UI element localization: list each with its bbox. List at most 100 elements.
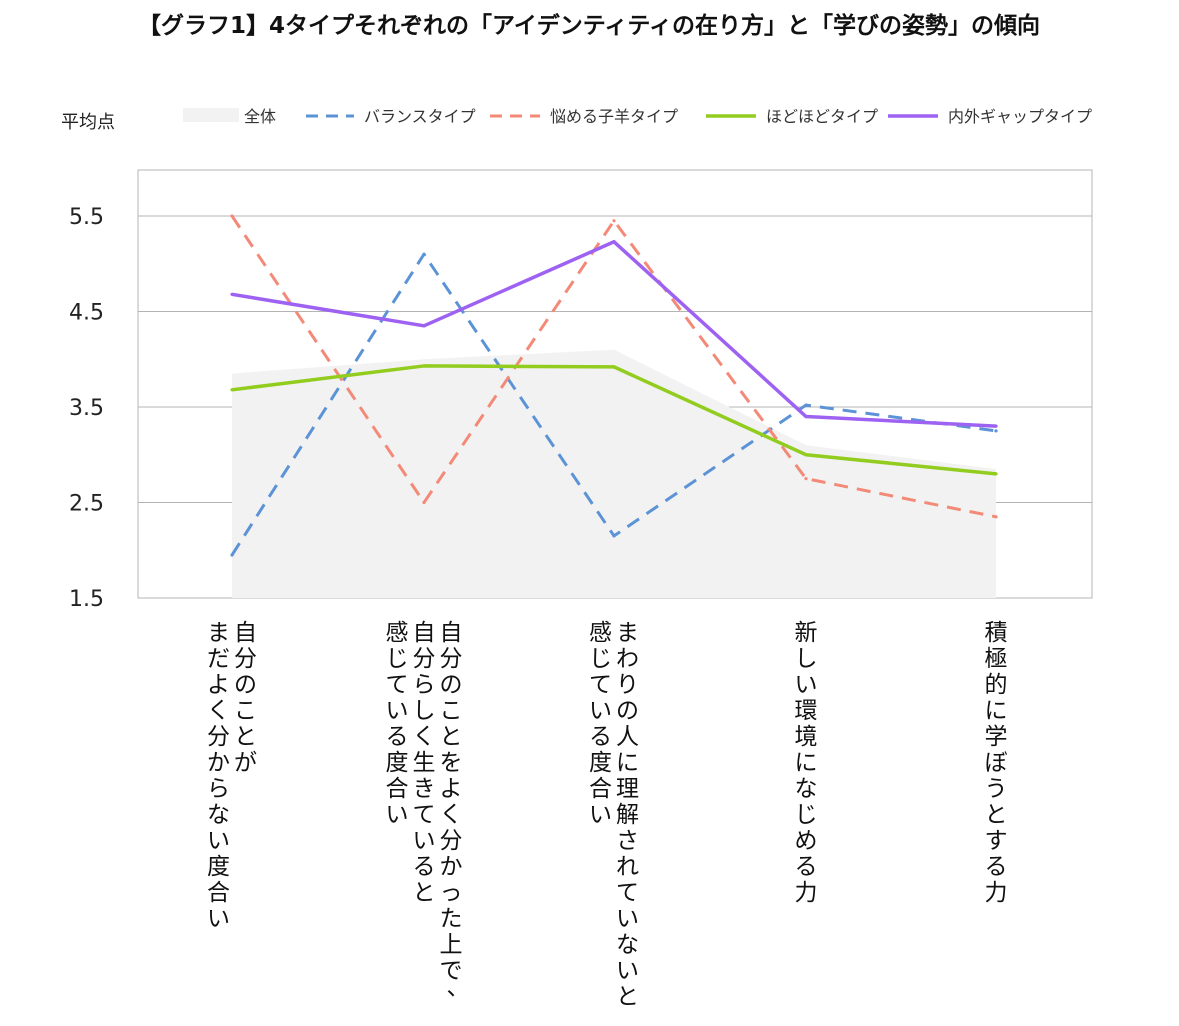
y-axis-ticks: 1.5 2.5 3.5 4.5 5.5 [69,205,104,612]
x-category-label-char: 人 [616,724,639,750]
x-category-label-char: こ [234,698,257,724]
data-point [230,214,234,218]
x-category-label-char: く [440,802,463,828]
x-category-label-char: る [386,724,409,750]
x-category-label-char: き [413,776,436,802]
x-category-label-char: よ [207,672,230,698]
x-category-label-char: し [413,698,436,724]
x-category-label-char: 度 [207,854,230,880]
x-category-label-char: て [616,880,639,906]
x-category-label-char: に [616,750,639,776]
x-category-label-char: 合 [589,776,612,802]
data-point [612,240,616,244]
legend-label: 内外ギャップタイプ [948,107,1092,126]
x-category-label-char: を [440,750,463,776]
data-point [422,324,426,328]
x-category-label-char: く [413,724,436,750]
x-category-label-char: 環 [795,698,818,724]
x-category-label-char: う [985,776,1008,802]
x-category-label-char: ま [207,620,230,646]
data-point [422,500,426,505]
legend-label: 悩める子羊タイプ [550,107,678,126]
x-category-label-char: よ [440,776,463,802]
x-category-label-char: 自 [413,620,436,646]
legend-label: バランスタイプ [364,107,476,126]
data-point [612,534,616,538]
y-tick-label: 1.5 [69,587,104,612]
x-category-label-char: 極 [985,646,1008,672]
data-point [230,292,234,296]
x-category-label-char: わ [616,646,639,672]
x-category-label-char: と [234,724,257,750]
x-category-label-char: 分 [413,646,436,672]
x-category-label-char: り [616,672,639,698]
x-category-label-char: 度 [386,750,409,776]
x-category-label-char: ま [616,620,639,646]
x-category-label-char: る [413,854,436,880]
x-category-label-char: で [440,958,463,984]
legend: 全体 バランスタイプ 悩める子羊タイプ ほどほどタイプ 内外ギャップタイプ [183,107,1092,126]
x-category-label-char: る [795,854,818,880]
x-category-label-char: 理 [616,776,639,802]
x-category-label-char: い [795,672,818,698]
x-category-label-char: い [413,828,436,854]
x-category-label-char: の [616,698,639,724]
x-category-label-char: す [985,828,1008,854]
x-category-label-char: じ [589,646,612,672]
x-category-label-char: じ [386,646,409,672]
x-category-label-char: っ [440,880,463,906]
x-category-label-char: 、 [447,975,470,1001]
series-line-2 [230,215,997,519]
x-category-label-char: 感 [386,620,409,646]
x-category-label-char: 分 [207,724,230,750]
x-category-label-char: と [413,880,436,906]
x-category-label-char: に [985,698,1008,724]
y-axis-label: 平均点 [61,112,115,133]
x-category-label-char: な [616,932,639,958]
x-category-label-char: 合 [386,776,409,802]
x-category-label-char: る [589,724,612,750]
x-category-label-char: 的 [985,672,1008,698]
x-category-label-char: の [440,672,463,698]
x-category-label-char: の [234,672,257,698]
data-point [422,252,426,256]
y-tick-label: 4.5 [69,301,104,326]
x-category-label-char: に [795,750,818,776]
x-category-label-char: 合 [207,880,230,906]
x-category-label-char: て [413,802,436,828]
x-category-label-char: か [207,750,230,776]
data-point [994,429,998,433]
data-point [612,365,616,369]
x-category-label-char: し [795,646,818,672]
x-category-label-char: た [440,906,463,932]
x-category-label-char: と [985,802,1008,828]
x-category-label-char: こ [440,698,463,724]
data-point [230,553,234,557]
x-category-label-char: が [234,750,257,776]
x-category-label-char: じ [795,802,818,828]
line-series [230,214,998,557]
x-category-label-char: 自 [234,620,257,646]
data-point [804,453,808,457]
x-category-label-char: 学 [985,724,1008,750]
data-point [994,472,998,476]
series-area-overall [232,349,996,598]
x-category-label-char: 上 [440,932,463,958]
x-category-label-char: め [795,828,818,854]
y-tick-label: 5.5 [69,205,104,230]
x-category-label-char: く [207,698,230,724]
x-category-label-char: な [207,802,230,828]
x-category-label-char: い [207,906,230,932]
x-category-label-char: 度 [589,750,612,776]
y-tick-label: 3.5 [69,396,104,421]
x-category-label-char: ら [207,776,230,802]
x-category-label-char: 境 [795,724,818,750]
data-point [612,219,616,223]
x-category-label-char: ぼ [985,750,1008,776]
x-category-label-char: 解 [616,802,639,828]
x-category-label-char: 自 [440,620,463,646]
data-point [994,515,998,519]
x-category-label-char: さ [616,828,639,854]
x-category-label-char: い [616,958,639,984]
